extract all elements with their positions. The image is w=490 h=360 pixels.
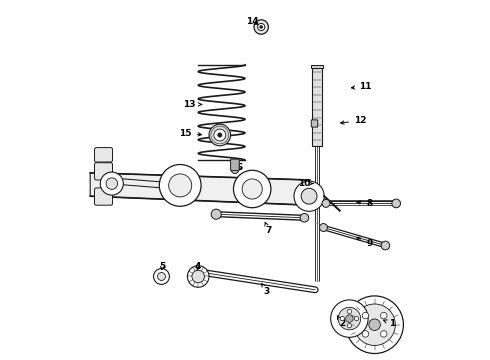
Text: 10: 10 bbox=[298, 179, 314, 188]
Circle shape bbox=[192, 270, 204, 283]
Circle shape bbox=[258, 23, 265, 31]
Circle shape bbox=[392, 199, 400, 208]
Circle shape bbox=[369, 319, 380, 330]
Circle shape bbox=[301, 188, 317, 204]
Circle shape bbox=[381, 330, 387, 337]
Circle shape bbox=[300, 213, 309, 222]
Circle shape bbox=[322, 199, 330, 207]
Text: 4: 4 bbox=[195, 262, 201, 271]
Circle shape bbox=[242, 179, 262, 199]
FancyBboxPatch shape bbox=[95, 163, 113, 180]
Text: 3: 3 bbox=[262, 284, 270, 296]
Circle shape bbox=[347, 309, 351, 314]
Circle shape bbox=[338, 307, 361, 330]
Polygon shape bbox=[90, 173, 310, 205]
Text: 7: 7 bbox=[265, 222, 271, 235]
Circle shape bbox=[362, 330, 368, 337]
Circle shape bbox=[260, 26, 263, 28]
Text: 9: 9 bbox=[357, 237, 372, 248]
Text: 11: 11 bbox=[351, 82, 372, 91]
Text: 14: 14 bbox=[246, 17, 259, 26]
Text: 6: 6 bbox=[237, 163, 243, 172]
Circle shape bbox=[381, 312, 387, 319]
Circle shape bbox=[381, 241, 390, 250]
Text: 13: 13 bbox=[183, 100, 201, 109]
Circle shape bbox=[331, 300, 368, 337]
Circle shape bbox=[106, 178, 118, 189]
Circle shape bbox=[345, 315, 353, 322]
Text: 1: 1 bbox=[384, 320, 396, 328]
Circle shape bbox=[362, 312, 368, 319]
Text: 8: 8 bbox=[357, 199, 372, 208]
Circle shape bbox=[294, 181, 324, 211]
FancyBboxPatch shape bbox=[312, 68, 322, 146]
Circle shape bbox=[209, 124, 231, 146]
Circle shape bbox=[169, 174, 192, 197]
Circle shape bbox=[187, 266, 209, 287]
Circle shape bbox=[354, 316, 359, 321]
FancyBboxPatch shape bbox=[311, 120, 318, 127]
Circle shape bbox=[211, 209, 221, 219]
Text: 12: 12 bbox=[341, 116, 367, 125]
Text: 15: 15 bbox=[179, 129, 201, 138]
Circle shape bbox=[254, 20, 269, 34]
Circle shape bbox=[218, 133, 222, 137]
FancyBboxPatch shape bbox=[231, 159, 239, 171]
FancyBboxPatch shape bbox=[311, 65, 323, 68]
Circle shape bbox=[354, 304, 395, 346]
Circle shape bbox=[319, 224, 327, 231]
FancyBboxPatch shape bbox=[95, 188, 113, 205]
FancyBboxPatch shape bbox=[95, 148, 113, 162]
Circle shape bbox=[233, 170, 271, 208]
Circle shape bbox=[100, 172, 123, 195]
Circle shape bbox=[157, 273, 166, 280]
Circle shape bbox=[159, 165, 201, 206]
Circle shape bbox=[340, 316, 344, 321]
Circle shape bbox=[153, 269, 170, 284]
Circle shape bbox=[231, 166, 239, 174]
Circle shape bbox=[346, 296, 403, 354]
Text: 5: 5 bbox=[159, 262, 165, 271]
Circle shape bbox=[347, 324, 351, 328]
Circle shape bbox=[214, 129, 226, 141]
Text: 2: 2 bbox=[337, 316, 345, 328]
